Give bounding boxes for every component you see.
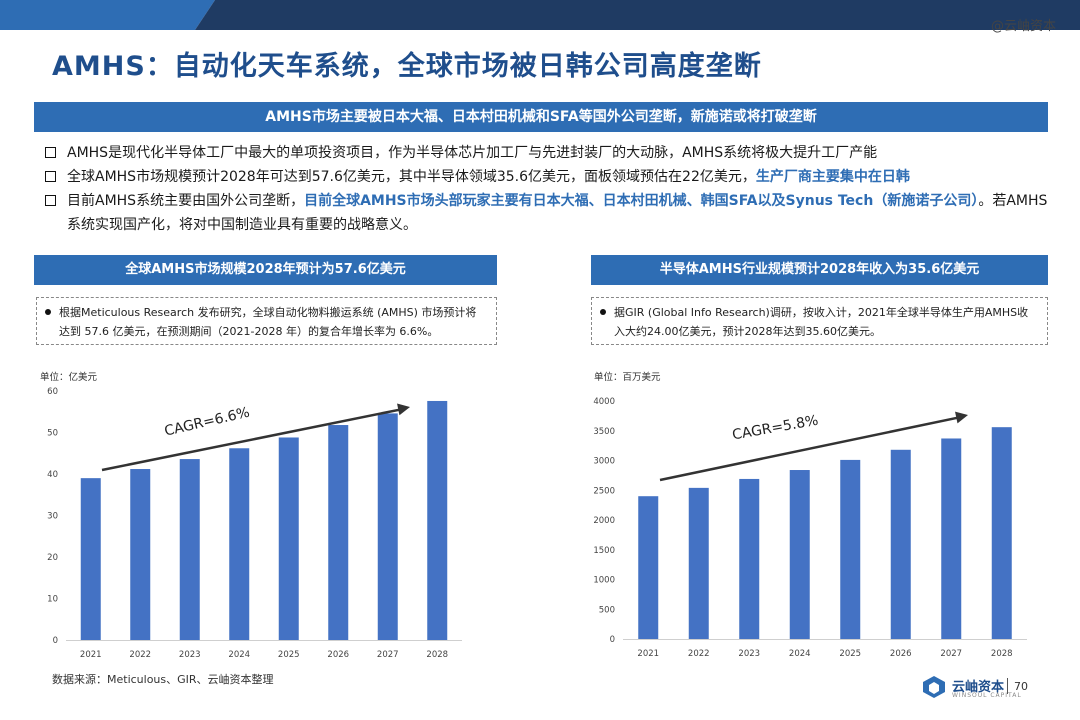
bullet-highlight: 目前全球AMHS市场头部玩家主要有日本大福、日本村田机械、韩国SFA以及Synu… — [304, 193, 979, 209]
bar — [941, 438, 962, 639]
x-tick-label: 2022 — [129, 650, 151, 660]
bullet-highlight: 生产厂商主要集中在日韩 — [755, 169, 910, 185]
y-tick-label: 0 — [610, 635, 615, 645]
bullet-text: 目前AMHS系统主要由国外公司垄断， — [67, 193, 305, 209]
right-note-text: 据GIR (Global Info Research)调研，按收入计，2021年… — [614, 306, 1029, 338]
right-panel-title: 半导体AMHS行业规模预计2028年收入为35.6亿美元 — [591, 255, 1048, 285]
bar — [991, 427, 1012, 639]
left-panel-note: 根据Meticulous Research 发布研究，全球自动化物料搬运系统 (… — [36, 297, 497, 345]
bar — [638, 496, 659, 639]
right-bar-chart: 0 500 1000 1500 2000 2500 3000 3500 4000 2021 2022… — [593, 397, 1027, 659]
bar — [130, 469, 151, 640]
checkbox-square-icon — [45, 171, 56, 182]
bar — [890, 449, 911, 639]
logo-subtitle: WINSOUL CAPITAL — [952, 692, 1022, 699]
y-tick-label: 500 — [599, 605, 615, 615]
cagr-annotation: CAGR=6.6% — [163, 405, 251, 440]
logo-text: 云岫资本 — [952, 680, 1005, 695]
x-tick-label: 2024 — [228, 650, 250, 660]
right-panel-note: 据GIR (Global Info Research)调研，按收入计，2021年… — [591, 297, 1048, 345]
x-tick-label: 2028 — [991, 649, 1013, 659]
left-chart-unit: 单位：亿美元 — [40, 372, 98, 383]
trend-arrow-head-icon — [397, 403, 410, 416]
x-tick-label: 2026 — [890, 649, 912, 659]
y-tick-label: 2500 — [593, 486, 615, 496]
page-separator — [1007, 678, 1008, 694]
watermark: @云岫资本 — [990, 19, 1056, 34]
bullet-list: AMHS是现代化半导体工厂中最大的单项投资项目，作为半导体芯片加工厂与先进封装厂… — [44, 141, 1054, 237]
y-tick-label: 60 — [47, 387, 58, 397]
bullet-text: AMHS是现代化半导体工厂中最大的单项投资项目，作为半导体芯片加工厂与先进封装厂… — [67, 145, 878, 161]
bullet-dot-icon — [600, 309, 606, 315]
bullet-tail: 。若AMHS系统实现国产化，将对中国制造业具有重要的战略意义。 — [67, 193, 1048, 233]
checkbox-square-icon — [45, 195, 56, 206]
x-tick-label: 2026 — [327, 650, 349, 660]
bar — [80, 478, 101, 640]
bar — [739, 478, 760, 639]
y-tick-label: 50 — [47, 429, 58, 439]
y-tick-label: 1000 — [593, 576, 615, 586]
y-tick-label: 2000 — [593, 516, 615, 526]
trend-arrow-line — [101, 407, 405, 472]
bullet-item: 目前AMHS系统主要由国外公司垄断，目前全球AMHS市场头部玩家主要有日本大福、… — [44, 189, 1054, 237]
bar — [328, 425, 349, 640]
bullet-item: 全球AMHS市场规模预计2028年可达到57.6亿美元，其中半导体领域35.6亿… — [44, 165, 1054, 189]
bar — [229, 448, 250, 640]
bar — [278, 437, 299, 640]
x-tick-label: 2025 — [278, 650, 300, 660]
bullet-text: 全球AMHS市场规模预计2028年可达到57.6亿美元，其中半导体领域35.6亿… — [67, 169, 756, 185]
x-tick-label: 2025 — [839, 649, 861, 659]
checkbox-square-icon — [45, 147, 56, 158]
x-tick-label: 2027 — [940, 649, 962, 659]
trend-arrow-head-icon — [955, 411, 968, 424]
right-chart-unit: 单位：百万美元 — [594, 372, 661, 383]
bullet-dot-icon — [45, 309, 51, 315]
data-source: 数据来源：Meticulous、GIR、云岫资本整理 — [52, 673, 274, 686]
bar — [840, 459, 861, 639]
y-tick-label: 30 — [47, 512, 58, 522]
trend-arrow-line — [659, 415, 963, 482]
y-tick-label: 0 — [53, 636, 58, 646]
y-tick-label: 40 — [47, 470, 58, 480]
left-note-text: 根据Meticulous Research 发布研究，全球自动化物料搬运系统 (… — [59, 306, 477, 338]
x-tick-label: 2022 — [688, 649, 710, 659]
y-tick-label: 20 — [47, 553, 58, 563]
x-tick-label: 2023 — [179, 650, 201, 660]
x-tick-label: 2024 — [789, 649, 811, 659]
bullet-item: AMHS是现代化半导体工厂中最大的单项投资项目，作为半导体芯片加工厂与先进封装厂… — [44, 141, 1054, 165]
y-tick-label: 10 — [47, 595, 58, 605]
y-tick-label: 3000 — [593, 457, 615, 467]
x-tick-label: 2021 — [80, 650, 102, 660]
x-tick-label: 2027 — [377, 650, 399, 660]
y-tick-label: 1500 — [593, 546, 615, 556]
bar — [789, 470, 810, 639]
y-tick-label: 3500 — [593, 427, 615, 437]
top-decorative-bar — [0, 0, 1080, 30]
company-logo-icon — [923, 676, 945, 698]
left-bar-chart: 0 10 20 30 40 50 60 2021 2022 2023 2024 2025 2026 202… — [47, 387, 462, 660]
page-number: 70 — [1014, 680, 1028, 693]
left-panel-title: 全球AMHS市场规模2028年预计为57.6亿美元 — [34, 255, 497, 285]
bar — [179, 459, 200, 640]
y-tick-label: 4000 — [593, 397, 615, 407]
x-tick-label: 2023 — [738, 649, 760, 659]
bar — [688, 487, 709, 639]
summary-banner: AMHS市场主要被日本大福、日本村田机械和SFA等国外公司垄断，新施诺或将打破垄… — [34, 102, 1048, 132]
bar — [427, 400, 448, 640]
x-tick-label: 2021 — [637, 649, 659, 659]
cagr-annotation: CAGR=5.8% — [731, 413, 819, 444]
x-tick-label: 2028 — [426, 650, 448, 660]
page-title: AMHS：自动化天车系统，全球市场被日韩公司高度垄断 — [52, 51, 762, 82]
bar — [377, 413, 398, 640]
